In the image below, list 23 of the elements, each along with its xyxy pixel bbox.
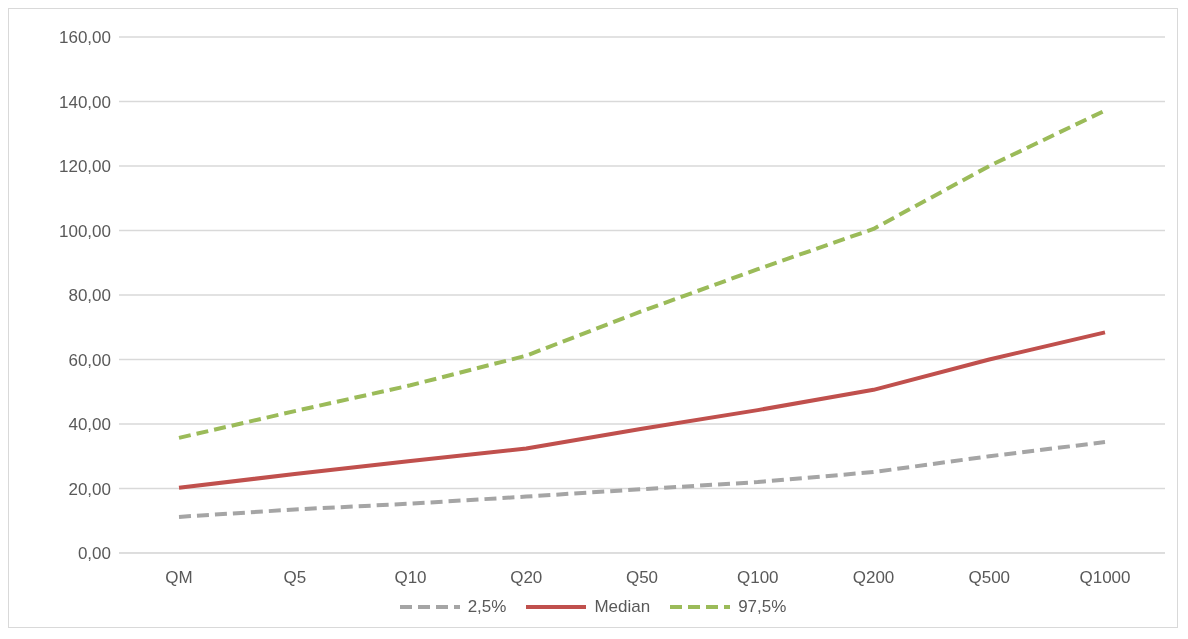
- y-tick-label: 80,00: [68, 286, 111, 306]
- legend-label: 97,5%: [738, 597, 787, 617]
- x-tick-label: Q50: [625, 568, 659, 588]
- y-tick-label: 60,00: [68, 350, 111, 370]
- y-tick-label: 0,00: [77, 544, 111, 564]
- x-tick-label: Q200: [852, 568, 895, 588]
- y-tick-label: 140,00: [59, 92, 111, 112]
- line-series: [177, 330, 1107, 490]
- x-tick-label: Q500: [968, 568, 1011, 588]
- y-tick-label: 40,00: [68, 415, 111, 435]
- x-tick-label: QM: [165, 568, 193, 588]
- x-tick-label: Q5: [283, 568, 307, 588]
- legend-label: Median: [594, 597, 651, 617]
- x-tick-label: Q1000: [1079, 568, 1131, 588]
- y-tick-label: 160,00: [59, 28, 111, 48]
- x-tick-label: Q100: [736, 568, 779, 588]
- legend-label: 2,5%: [467, 597, 507, 617]
- y-tick-label: 100,00: [59, 221, 111, 241]
- x-tick-label: Q10: [394, 568, 427, 588]
- x-tick-label: Q20: [510, 568, 543, 588]
- y-tick-label: 20,00: [68, 479, 111, 499]
- y-tick-label: 120,00: [59, 157, 111, 177]
- line-series: [177, 440, 1107, 519]
